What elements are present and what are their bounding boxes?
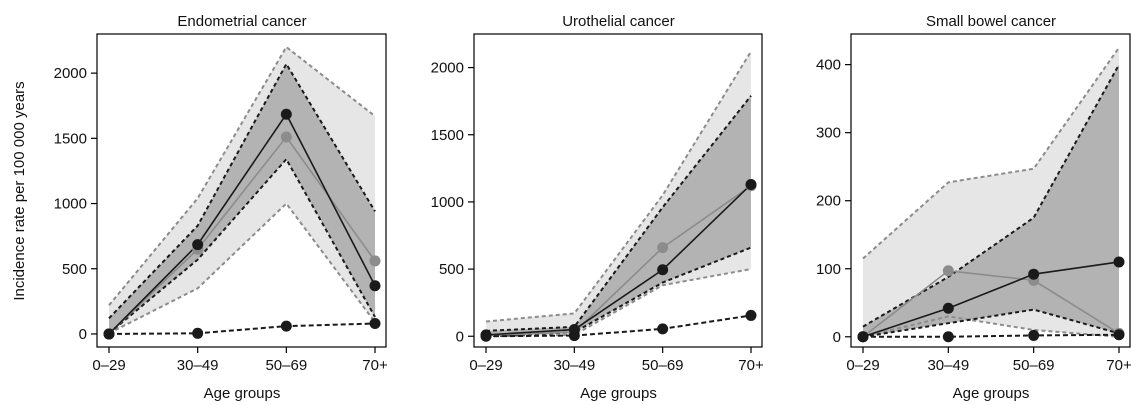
y-tick-label: 300 [816,125,841,142]
data-point-black_dashed [1028,329,1040,341]
confidence-band-outer-upper-border [862,47,1120,260]
confidence-band-outer-upper-border [108,45,376,306]
panel-1: Endometrial cancer 0 500 1000 1500 2000 0–29 30… [54,13,388,402]
x-tick-label: 30–49 [177,357,219,374]
y-tick-label: 1500 [431,127,464,144]
x-tick-label: 70+ [738,357,764,374]
data-point-black_dashed [103,328,115,340]
data-point-black_solid [1113,256,1125,268]
confidence-band-inner-upper-border [108,61,376,319]
confidence-band-inner-upper-border [485,95,752,332]
series-line-black_dashed [485,314,752,338]
data-point-black_dashed [280,320,292,332]
y-axis-label: Incidence rate per 100 000 years [11,81,28,300]
data-point-black_dashed [192,327,204,339]
panel-frame [850,33,1131,348]
data-point-black_solid [657,264,669,276]
x-axis-label: Age groups [204,385,281,402]
data-point-grey_solid [942,265,954,277]
series-line-black_dashed [863,333,1120,338]
y-tick-label: 1000 [54,196,87,213]
series-line-black_solid [485,183,752,336]
confidence-band-inner-lower-border [108,157,376,335]
y-tick-label: 500 [439,261,464,278]
y-tick-label: 2000 [431,60,464,77]
panel-frame [473,33,763,348]
panel-3: Small bowel cancer 0 100 200 300 400 0–29 30–49… [816,13,1131,402]
panel-title: Endometrial cancer [177,13,306,30]
x-axis-label: Age groups [580,385,657,402]
data-point-black_solid [745,178,757,190]
data-point-grey_solid [280,131,292,143]
data-point-black_dashed [480,330,492,342]
confidence-band-inner-lower-border [862,308,1120,338]
data-point-grey_solid [657,242,669,254]
data-point-black_dashed [745,309,757,321]
series-line-grey_solid [862,269,1120,338]
x-tick-label: 0–29 [92,357,125,374]
y-tick-label: 0 [833,329,841,346]
confidence-band-inner [863,64,1119,337]
confidence-band-inner [486,95,751,337]
series-line-black_solid [862,261,1120,338]
x-tick-label: 50–69 [265,357,307,374]
data-point-black_dashed [942,331,954,343]
confidence-band-outer-upper-border [485,50,752,323]
y-tick-label: 1000 [431,194,464,211]
data-point-black_dashed [369,318,381,330]
y-tick-label: 2000 [54,65,87,82]
data-point-black_solid [1028,268,1040,280]
x-tick-label: 70+ [1106,357,1131,374]
y-tick-label: 400 [816,57,841,74]
y-tick-label: 100 [816,261,841,278]
confidence-band-outer-lower-border [108,202,376,335]
panel-title: Small bowel cancer [926,13,1056,30]
series-line-black_solid [108,112,376,335]
x-tick-label: 0–29 [469,357,502,374]
data-point-black_dashed [568,330,580,342]
x-tick-label: 50–69 [1013,357,1055,374]
y-tick-label: 0 [79,326,87,343]
data-point-grey_solid [369,255,381,267]
y-tick-label: 1500 [54,130,87,147]
x-tick-label: 70+ [362,357,388,374]
y-tick-label: 500 [62,261,87,278]
x-tick-label: 30–49 [927,357,969,374]
data-point-black_dashed [857,331,869,343]
data-point-black_dashed [1113,329,1125,341]
confidence-band-outer-lower-border [862,315,1120,338]
data-point-black_solid [192,239,204,251]
series-line-black_dashed [108,322,376,335]
y-tick-label: 200 [816,193,841,210]
panel-2: Urothelial cancer 0 500 1000 1500 2000 0–29 30–… [431,13,764,402]
panel-title: Urothelial cancer [562,13,675,30]
confidence-band-inner-upper-border [862,64,1120,328]
series-line-grey_solid [485,185,752,337]
x-tick-label: 0–29 [846,357,879,374]
data-point-black_solid [942,302,954,314]
data-point-black_solid [280,108,292,120]
x-axis-label: Age groups [953,385,1030,402]
panel-frame [96,33,387,348]
y-tick-label: 0 [456,328,464,345]
data-point-black_solid [369,280,381,292]
x-tick-label: 30–49 [553,357,595,374]
data-point-black_dashed [657,323,669,335]
x-tick-label: 50–69 [642,357,684,374]
